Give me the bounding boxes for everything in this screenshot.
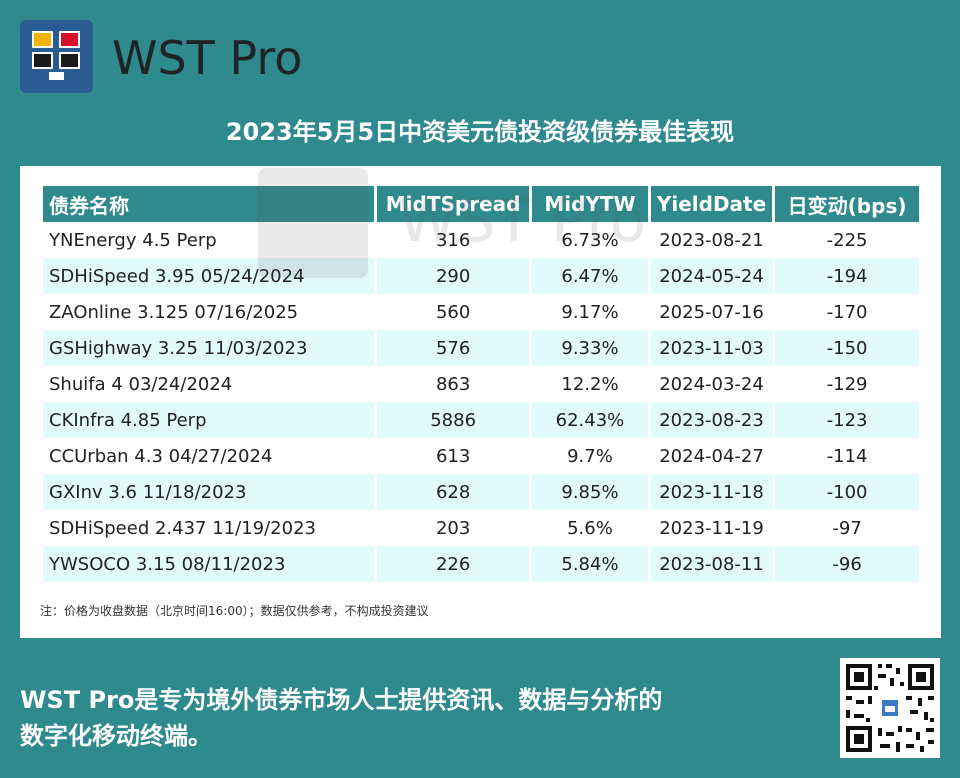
table-header-row: 债券名称 MidTSpread MidYTW YieldDate 日变动(bps… (43, 186, 919, 222)
midytw-cell: 62.43% (532, 402, 648, 438)
daily-change-cell: -97 (832, 517, 862, 539)
daily-change-cell: -123 (775, 402, 919, 438)
bond-name-cell: CCUrban 4.3 04/27/2024 (49, 445, 273, 467)
midytw-cell: 5.6% (567, 517, 613, 539)
daily-change-cell: -194 (775, 258, 919, 294)
midtspread-cell: 628 (377, 474, 530, 510)
disclaimer-note: 注：价格为收盘数据（北京时间16:00）；数据仅供参考，不构成投资建议 (40, 604, 429, 618)
footer-description: WST Pro是专为境外债券市场人士提供资讯、数据与分析的 数字化移动终端。 (20, 682, 662, 754)
header-midtspread: MidTSpread (377, 186, 530, 222)
midytw-cell: 12.2% (561, 373, 619, 395)
daily-change-cell: -114 (826, 445, 868, 467)
logo-red-square (59, 31, 80, 48)
table-row: GXInv 3.6 11/18/2023 628 9.85% 2023-11-18 -1… (43, 474, 919, 510)
midtspread-cell: 226 (377, 546, 530, 582)
header-daily-change: 日变动(bps) (775, 186, 919, 222)
header-yielddate: YieldDate (650, 186, 773, 222)
table-row: CKInfra 4.85 Perp 5886 62.43% 2023-08-23 -12… (43, 402, 919, 438)
bond-name-cell: GSHighway 3.25 11/03/2023 (43, 330, 375, 366)
table-row: SDHiSpeed 3.95 05/24/2024 290 6.47% 2024-05… (43, 258, 919, 294)
table-row: ZAOnline 3.125 07/16/2025 560 9.17% 2025-07… (43, 294, 919, 330)
daily-change-cell: -100 (775, 474, 919, 510)
bond-name-cell: SDHiSpeed 2.437 11/19/2023 (49, 517, 316, 539)
footer-line-1: WST Pro是专为境外债券市场人士提供资讯、数据与分析的 (20, 686, 663, 714)
yielddate-cell: 2023-08-21 (659, 229, 764, 251)
bond-table: 债券名称 MidTSpread MidYTW YieldDate 日变动(bps… (40, 186, 922, 582)
midtspread-cell: 863 (435, 373, 471, 395)
yielddate-cell: 2024-03-24 (659, 373, 764, 395)
midytw-cell: 9.7% (567, 445, 613, 467)
daily-change-cell: -225 (826, 229, 868, 251)
table-row: Shuifa 4 03/24/2024 863 12.2% 2024-03-24 -12… (43, 366, 919, 402)
midtspread-cell: 576 (377, 330, 530, 366)
midytw-cell: 5.84% (532, 546, 648, 582)
midtspread-cell: 613 (435, 445, 471, 467)
yielddate-cell: 2023-08-23 (650, 402, 773, 438)
logo-black-square-right (59, 52, 80, 69)
midytw-cell: 6.47% (532, 258, 648, 294)
midtspread-cell: 203 (435, 517, 471, 539)
header-midytw: MidYTW (532, 186, 648, 222)
daily-change-cell: -129 (826, 373, 868, 395)
brand-name: WST Pro (112, 31, 303, 85)
logo-black-square-left (32, 52, 53, 69)
yielddate-cell: 2024-05-24 (650, 258, 773, 294)
table-row: SDHiSpeed 2.437 11/19/2023 203 5.6% 2023-11… (43, 510, 919, 546)
midtspread-cell: 290 (377, 258, 530, 294)
table-row: YNEnergy 4.5 Perp 316 6.73% 2023-08-21 -225 (43, 222, 919, 258)
header-bond-name: 债券名称 (43, 186, 375, 222)
footer-line-2: 数字化移动终端。 (20, 722, 212, 750)
page-title: 2023年5月5日中资美元债投资级债券最佳表现 (225, 118, 735, 146)
brand-logo-icon (20, 20, 93, 93)
yielddate-cell: 2025-07-16 (659, 301, 764, 323)
bond-name-cell: ZAOnline 3.125 07/16/2025 (49, 301, 299, 323)
yielddate-cell: 2023-11-19 (659, 517, 764, 539)
logo-yellow-square (32, 31, 53, 48)
midtspread-cell: 560 (435, 301, 471, 323)
qr-code-icon (840, 658, 940, 758)
daily-change-cell: -170 (826, 301, 868, 323)
table-row: YWSOCO 3.15 08/11/2023 226 5.84% 2023-08-11… (43, 546, 919, 582)
bond-name-cell: SDHiSpeed 3.95 05/24/2024 (43, 258, 375, 294)
midytw-cell: 9.17% (561, 301, 619, 323)
midytw-cell: 9.85% (532, 474, 648, 510)
table-row: CCUrban 4.3 04/27/2024 613 9.7% 2024-04-27 -… (43, 438, 919, 474)
bond-name-cell: Shuifa 4 03/24/2024 (49, 373, 233, 395)
yielddate-cell: 2023-11-03 (650, 330, 773, 366)
bond-name-cell: GXInv 3.6 11/18/2023 (43, 474, 375, 510)
bond-name-cell: CKInfra 4.85 Perp (43, 402, 375, 438)
bond-name-cell: YWSOCO 3.15 08/11/2023 (43, 546, 375, 582)
logo-stand (49, 72, 64, 80)
yielddate-cell: 2024-04-27 (659, 445, 764, 467)
midtspread-cell: 316 (435, 229, 471, 251)
daily-change-cell: -150 (775, 330, 919, 366)
midytw-cell: 9.33% (532, 330, 648, 366)
bond-name-cell: YNEnergy 4.5 Perp (49, 229, 217, 251)
table-row: GSHighway 3.25 11/03/2023 576 9.33% 2023-11… (43, 330, 919, 366)
yielddate-cell: 2023-11-18 (650, 474, 773, 510)
yielddate-cell: 2023-08-11 (650, 546, 773, 582)
table-panel: 债券名称 MidTSpread MidYTW YieldDate 日变动(bps… (20, 166, 941, 638)
midtspread-cell: 5886 (377, 402, 530, 438)
midytw-cell: 6.73% (561, 229, 619, 251)
daily-change-cell: -96 (775, 546, 919, 582)
